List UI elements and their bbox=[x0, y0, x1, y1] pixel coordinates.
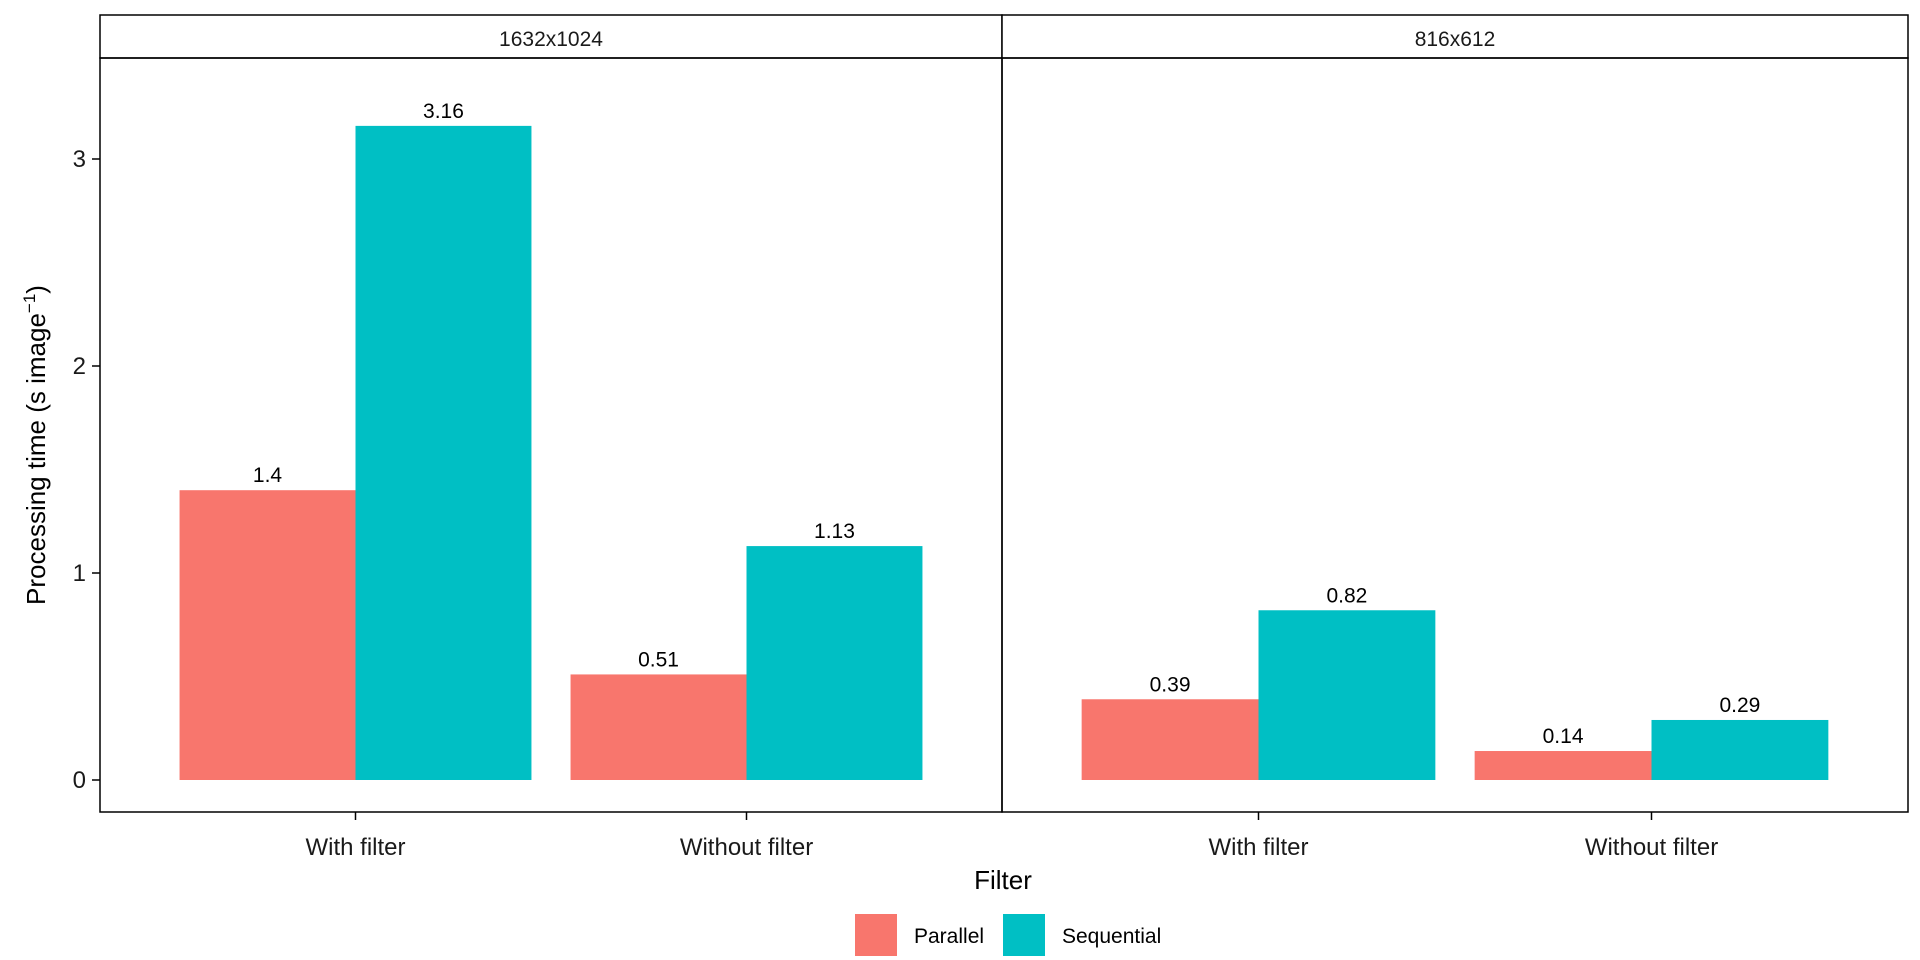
bar-parallel bbox=[570, 674, 747, 780]
data-label: 0.29 bbox=[1719, 694, 1760, 717]
strip-background bbox=[99, 14, 1003, 59]
y-tick-label: 0 bbox=[73, 767, 86, 794]
panel-2: 816x612 0.39 0.82 With filter 0.14 0.29 Withou… bbox=[1001, 14, 1909, 861]
legend: Parallel Sequential bbox=[855, 914, 1161, 956]
y-tick-label: 2 bbox=[73, 353, 86, 380]
strip-label: 1632x1024 bbox=[499, 28, 603, 51]
bar-parallel bbox=[179, 490, 356, 780]
data-label: 3.16 bbox=[423, 100, 464, 123]
panels-layer: 1632x1024 1.4 3.16 With filter 0.51 1.13 Witho… bbox=[73, 14, 1909, 861]
data-label: 1.13 bbox=[814, 520, 855, 543]
y-axis: 0 1 2 3 bbox=[73, 146, 100, 794]
bar-sequential bbox=[1651, 719, 1829, 780]
legend-label: Parallel bbox=[914, 925, 984, 948]
x-tick-label: Without filter bbox=[1585, 834, 1718, 861]
bar-sequential bbox=[355, 125, 532, 780]
strip-label: 816x612 bbox=[1415, 28, 1496, 51]
bar-sequential bbox=[746, 546, 923, 780]
x-tick-label: With filter bbox=[1208, 834, 1308, 861]
legend-label: Sequential bbox=[1062, 925, 1161, 948]
data-label: 0.39 bbox=[1150, 673, 1191, 696]
y-axis-title-superscript: −1 bbox=[20, 294, 39, 313]
bar-parallel bbox=[1081, 699, 1259, 780]
y-axis-title: Processing time (s image−1) bbox=[20, 285, 51, 605]
legend-key-parallel bbox=[855, 914, 897, 956]
bar-sequential bbox=[1258, 610, 1436, 780]
data-label: 0.51 bbox=[638, 648, 679, 671]
y-axis-title-close: ) bbox=[21, 285, 51, 294]
y-axis-title-main: Processing time (s image bbox=[21, 313, 51, 605]
strip-background bbox=[1001, 14, 1909, 59]
data-label: 1.4 bbox=[253, 464, 283, 487]
panel-1: 1632x1024 1.4 3.16 With filter 0.51 1.13 Witho… bbox=[99, 14, 1003, 861]
panel-border bbox=[1001, 57, 1909, 813]
x-tick-label: Without filter bbox=[680, 834, 813, 861]
y-tick-label: 3 bbox=[73, 146, 86, 173]
legend-key-sequential bbox=[1003, 914, 1045, 956]
data-label: 0.82 bbox=[1326, 584, 1367, 607]
bar-parallel bbox=[1474, 751, 1652, 780]
y-tick-label: 1 bbox=[73, 560, 86, 587]
x-axis-title: Filter bbox=[974, 865, 1032, 895]
data-label: 0.14 bbox=[1543, 725, 1584, 748]
x-tick-label: With filter bbox=[305, 834, 405, 861]
